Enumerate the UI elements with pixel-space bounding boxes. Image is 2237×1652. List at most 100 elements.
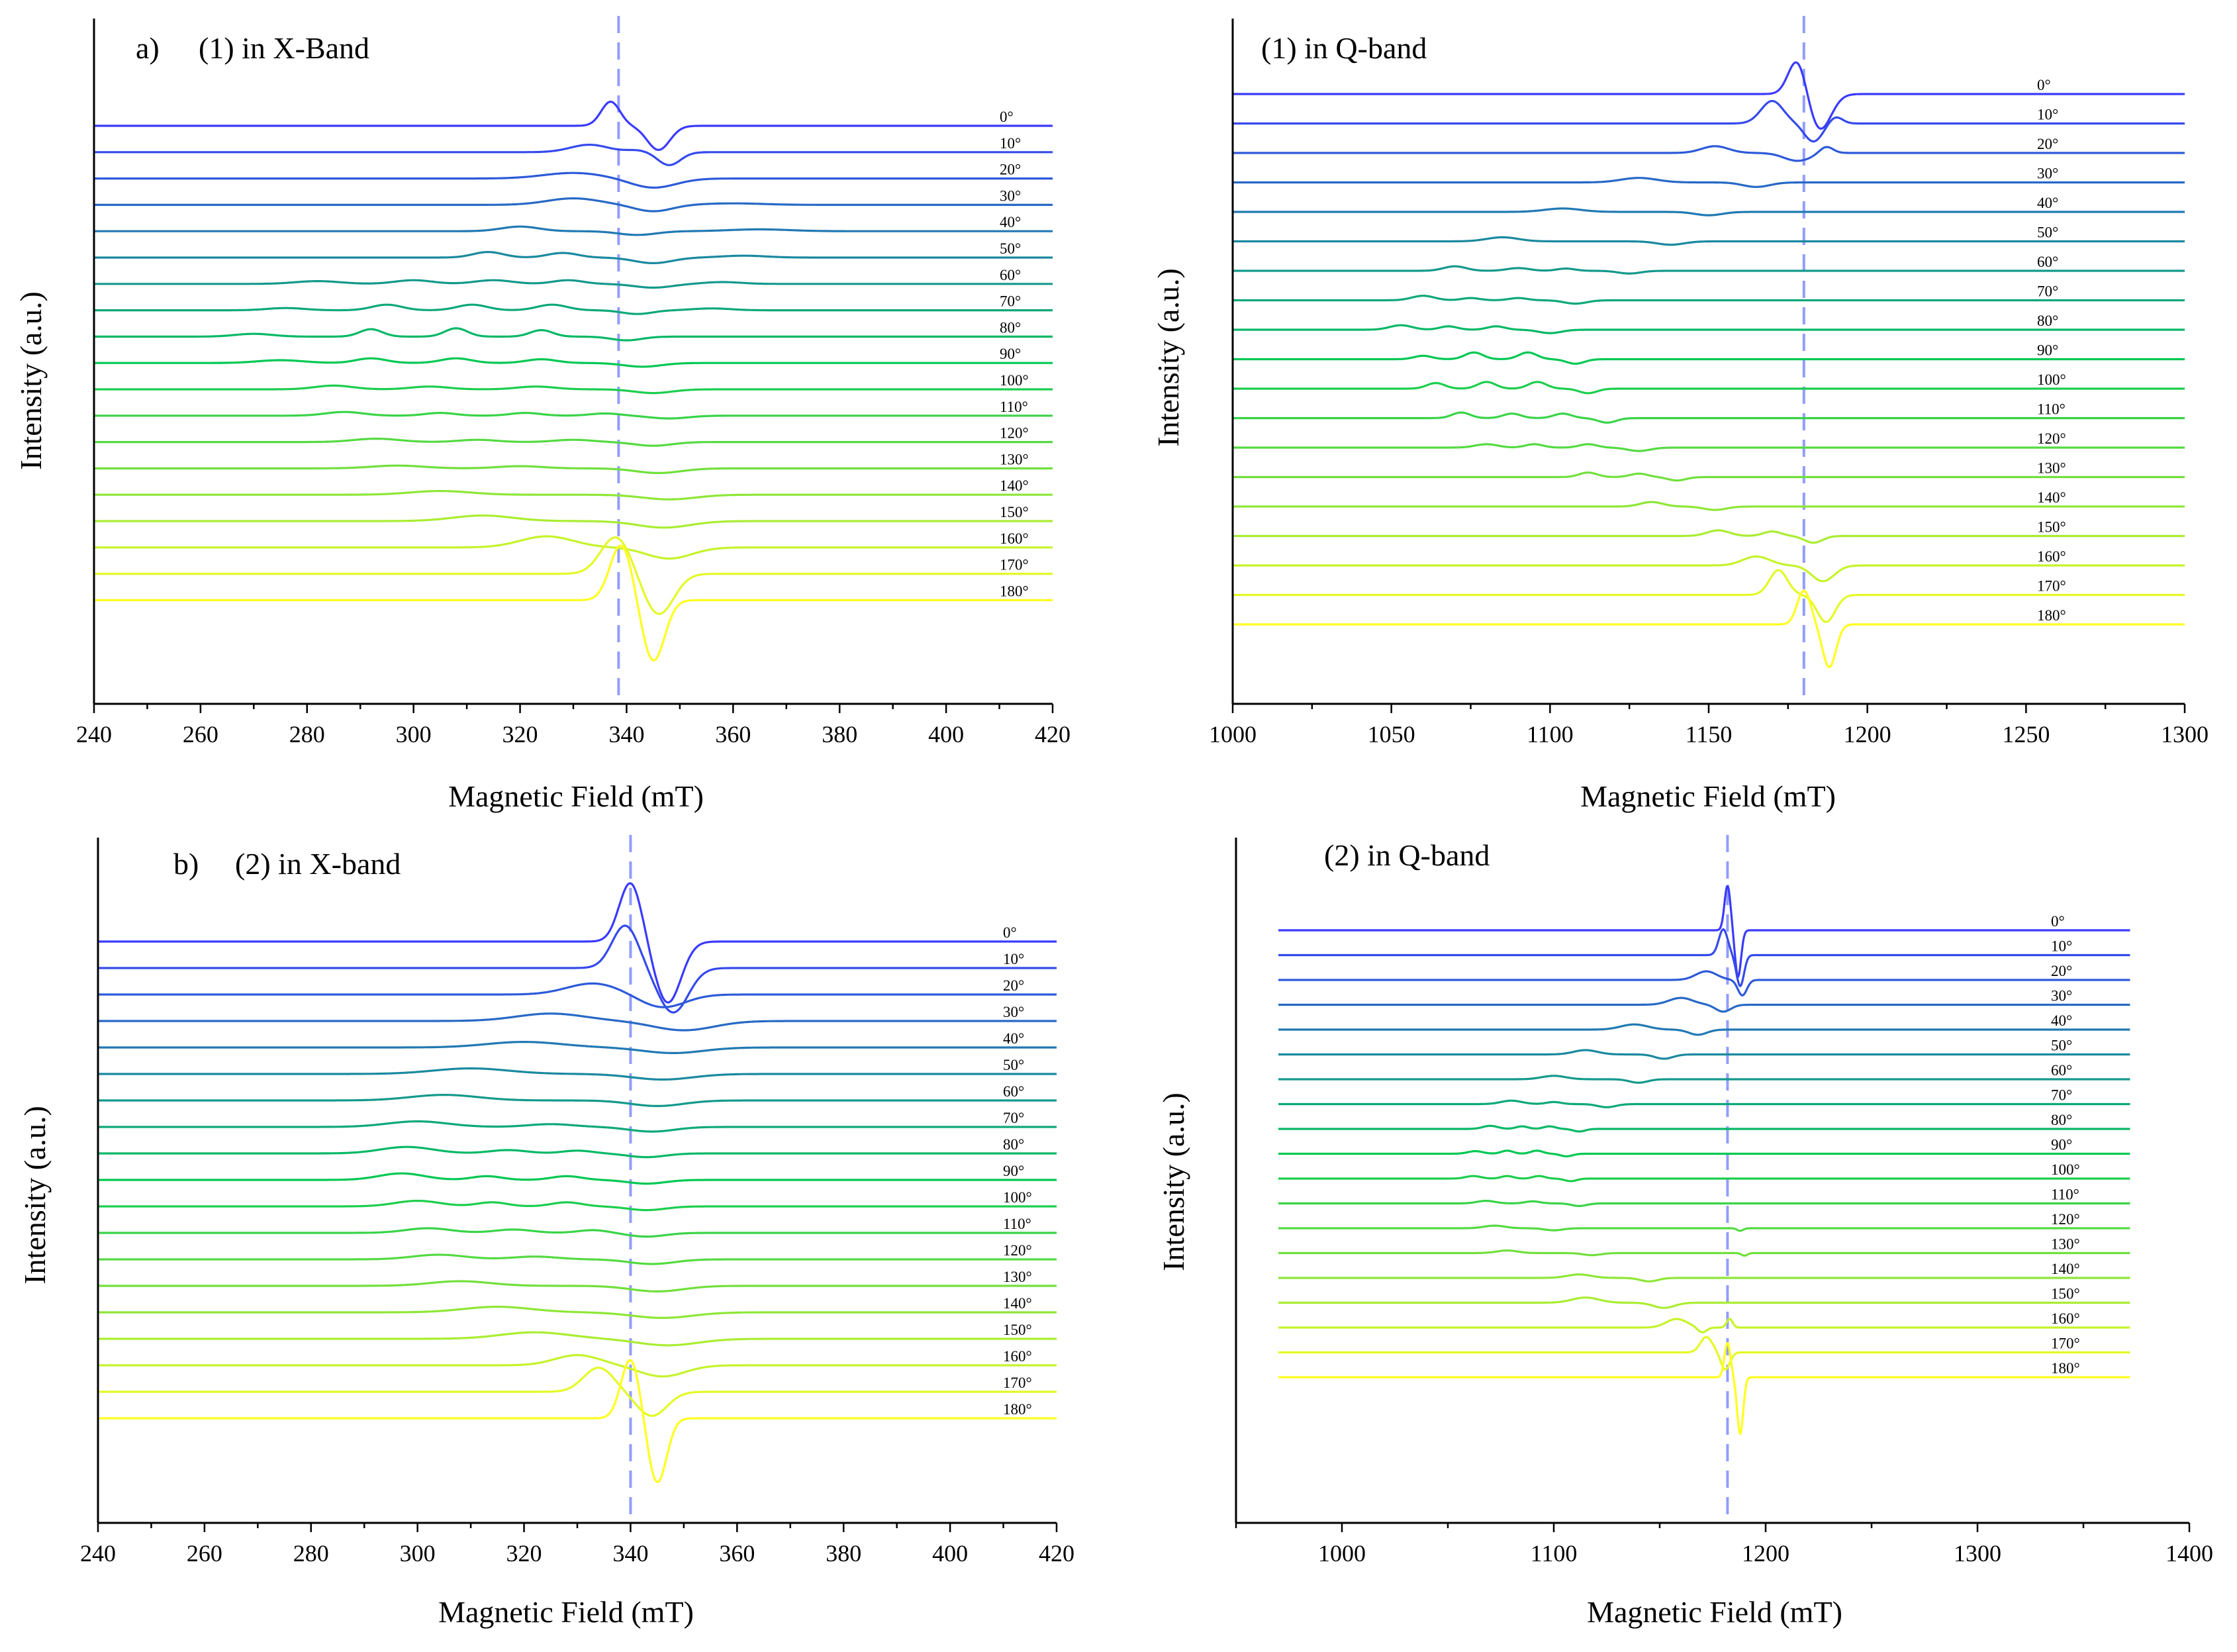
spectrum-trace-10deg [1233,99,2185,143]
angle-label-160deg: 160° [2037,548,2066,565]
spectrum-trace-20deg [98,982,1057,1008]
panel-b-title: (1) in Q-band [1261,31,1427,65]
spectrum-trace-120deg [1233,443,2185,452]
x-tick-label: 400 [928,721,964,748]
spectrum-trace-160deg [1233,555,2185,583]
angle-label-60deg: 60° [2037,254,2058,270]
spectrum-trace-150deg [94,514,1053,529]
panel-a-title: (1) in X-Band [199,31,369,65]
x-tick-label: 300 [400,1540,436,1567]
angle-label-100deg: 100° [2037,371,2066,388]
x-tick-label: 420 [1035,721,1071,748]
spectrum-trace-110deg [1278,1200,2130,1207]
spectrum-trace-100deg [1233,381,2185,395]
angle-label-60deg: 60° [2051,1062,2072,1079]
angle-label-180deg: 180° [1003,1401,1032,1418]
x-tick-label: 380 [826,1540,861,1567]
spectrum-trace-170deg [94,536,1053,615]
angle-label-110deg: 110° [2051,1187,2079,1203]
angle-label-150deg: 150° [1003,1322,1032,1338]
angle-label-60deg: 60° [1000,267,1021,283]
x-tick-label: 260 [183,721,218,748]
spectrum-trace-90deg [94,357,1053,368]
x-tick-label: 340 [612,1540,648,1567]
x-tick-label: 1200 [1844,721,1891,748]
spectrum-trace-180deg [94,544,1053,661]
spectrum-trace-130deg [1278,1249,2130,1257]
spectrum-trace-30deg [1233,177,2185,188]
angle-label-120deg: 120° [2037,430,2066,447]
angle-label-50deg: 50° [1003,1057,1024,1073]
x-tick-label: 320 [506,1540,542,1567]
spectrum-trace-150deg [1233,529,2185,544]
spectrum-trace-60deg [1278,1075,2130,1084]
angle-label-70deg: 70° [2037,283,2058,300]
spectrum-trace-100deg [98,1200,1057,1212]
spectrum-trace-170deg [98,1367,1057,1417]
x-tick-label: 380 [822,721,857,748]
x-tick-label: 1100 [1531,1540,1578,1567]
angle-label-180deg: 180° [2037,607,2066,624]
angle-label-40deg: 40° [2051,1012,2072,1029]
x-tick-label: 1400 [2166,1540,2213,1567]
angle-label-20deg: 20° [2037,136,2058,152]
angle-label-140deg: 140° [2051,1261,2080,1277]
angle-label-10deg: 10° [2037,107,2058,123]
spectrum-trace-110deg [94,411,1053,420]
angle-label-120deg: 120° [1003,1242,1032,1259]
x-tick-label: 280 [293,1540,329,1567]
angle-label-160deg: 160° [1000,530,1029,547]
panel-d-title: (2) in Q-band [1324,838,1490,872]
chart-b-svg: 0° 10° 20° 30° 40° 50° 60° 70° 80° 90° 100° 110° 120… [1151,16,2209,813]
angle-label-170deg: 170° [1000,557,1029,573]
x-tick-label: 360 [715,721,751,748]
spectrum-trace-140deg [94,490,1053,501]
panel-b-q-band-compound-1: 0° 10° 20° 30° 40° 50° 60° 70° 80° 90° 100° 110° 120… [1139,0,2237,828]
spectrum-trace-170deg [1233,569,2185,623]
angle-label-20deg: 20° [1000,162,1021,178]
angle-label-40deg: 40° [1003,1030,1024,1047]
spectrum-trace-40deg [1233,207,2185,217]
spectrum-trace-70deg [1278,1099,2130,1108]
spectrum-trace-40deg [98,1041,1057,1054]
angle-label-180deg: 180° [2051,1360,2080,1377]
x-axis-title: Magnetic Field (mT) [438,1595,694,1629]
spectrum-trace-80deg [1233,324,2185,334]
spectrum-trace-110deg [98,1227,1057,1238]
angle-label-10deg: 10° [1003,951,1024,967]
spectrum-trace-40deg [94,225,1053,236]
spectrum-trace-40deg [1278,1023,2130,1036]
spectrum-trace-170deg [1278,1336,2130,1371]
chart-c-svg: 0° 10° 20° 30° 40° 50° 60° 70° 80° 90° 100° 110° 120… [18,835,1074,1629]
spectrum-trace-10deg [1278,928,2130,987]
spectrum-trace-60deg [1233,265,2185,275]
spectrum-trace-90deg [98,1172,1057,1185]
spectrum-trace-80deg [1278,1124,2130,1133]
angle-label-100deg: 100° [2051,1161,2080,1178]
angle-label-20deg: 20° [1003,977,1024,994]
angle-label-160deg: 160° [1003,1348,1032,1365]
angle-label-70deg: 70° [2051,1087,2072,1104]
spectrum-trace-50deg [1278,1049,2130,1060]
spectrum-trace-160deg [98,1354,1057,1378]
spectrum-trace-180deg [1233,589,2185,669]
angle-label-80deg: 80° [2037,313,2058,329]
x-tick-label: 280 [289,721,325,748]
spectrum-trace-70deg [98,1120,1057,1133]
x-tick-label: 1000 [1209,721,1257,748]
angle-label-70deg: 70° [1000,293,1021,310]
angle-label-40deg: 40° [2037,195,2058,211]
x-tick-label: 1200 [1742,1540,1789,1567]
spectrum-trace-20deg [1278,970,2130,996]
angle-label-30deg: 30° [1003,1004,1024,1020]
angle-label-30deg: 30° [2051,988,2072,1004]
angle-label-120deg: 120° [2051,1211,2080,1228]
x-tick-label: 320 [502,721,538,748]
spectrum-trace-0deg [94,101,1053,151]
panel-c-x-band-compound-2: 0° 10° 20° 30° 40° 50° 60° 70° 80° 90° 100° 110° 120… [0,824,1119,1652]
panel-d-q-band-compound-2: 0° 10° 20° 30° 40° 50° 60° 70° 80° 90° 100° 110° 120… [1139,824,2237,1652]
x-tick-label: 1100 [1527,721,1574,748]
angle-label-150deg: 150° [2037,519,2066,536]
spectrum-trace-120deg [1278,1224,2130,1232]
angle-label-150deg: 150° [1000,504,1029,520]
